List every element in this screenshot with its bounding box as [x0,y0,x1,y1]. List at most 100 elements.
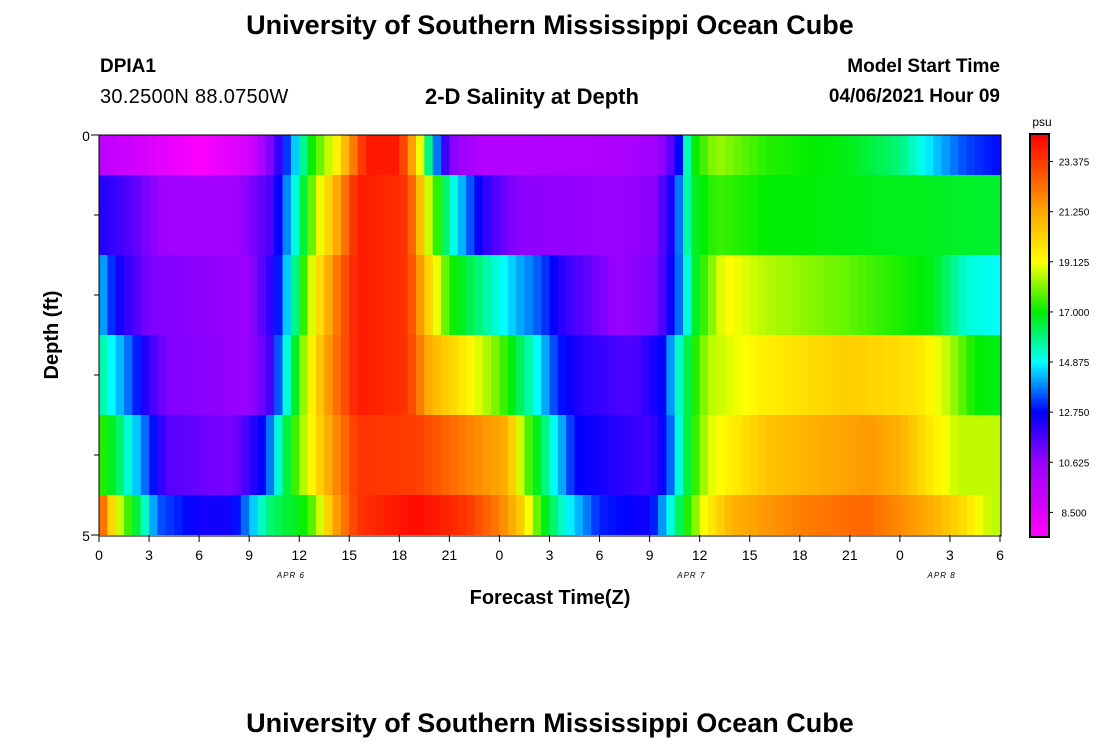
colorbar-cell [1030,322,1049,327]
heat-cell [207,495,217,535]
heat-cell [424,135,434,175]
heat-cell [783,135,793,175]
colorbar-cell [1030,525,1049,530]
heat-cell [374,255,384,335]
heat-cell [524,135,534,175]
heat-cell [958,415,968,495]
heat-cell [649,135,659,175]
heat-cell [674,135,684,175]
heat-cell [557,495,567,535]
heat-cell [799,415,809,495]
heat-cell [808,495,818,535]
heat-cell [749,335,759,415]
heat-cell [349,415,359,495]
colorbar-cell [1030,475,1049,479]
heat-cell [741,135,751,175]
heat-cell [966,335,976,415]
heat-cell [799,255,809,335]
heat-cell [382,335,392,415]
heat-cell [532,255,542,335]
colorbar-cell [1030,353,1049,357]
heat-cell [783,255,793,335]
colorbar-cell [1030,220,1049,224]
colorbar-cell [1030,505,1049,510]
heat-cell [591,335,601,415]
heat-cell [541,415,551,495]
heat-cell [374,175,384,255]
heat-cell [390,495,400,535]
heat-cell [708,175,717,255]
heat-cell [107,335,117,415]
heat-cell [407,255,417,335]
heat-cell [549,175,559,255]
colorbar-cell [1030,428,1049,432]
colorbar-cell [1030,315,1049,319]
heat-cell [682,255,692,335]
heat-cell [541,335,551,415]
model-start-value: 04/06/2021 Hour 09 [828,86,1000,107]
heat-cell [532,135,542,175]
heat-cell [657,335,667,415]
colorbar-cell [1030,515,1049,520]
x-tick-label: 6 [596,547,604,563]
colorbar-cell [1030,170,1049,174]
colorbar-cell [1030,350,1049,354]
heat-cell [607,255,617,335]
heat-cell [240,135,250,175]
colorbar-cell [1030,363,1049,367]
heat-cell [816,335,826,415]
colorbar-cell [1030,518,1049,522]
heat-cell [883,135,893,175]
heat-cell [149,335,158,415]
heat-cell [332,335,342,415]
heat-cell [532,415,542,495]
heat-cell [249,175,259,255]
heat-cell [99,135,108,175]
heat-cell [299,335,309,415]
colorbar-cell [1030,332,1049,337]
heat-cell [983,335,993,415]
colorbar-cell [1030,297,1049,302]
heat-cell [99,415,108,495]
colorbar-cell [1030,385,1049,389]
colorbar-cell [1030,445,1049,449]
heat-cell [382,415,392,495]
heat-cell [607,135,617,175]
heat-cell [991,135,1001,175]
heat-cell [399,135,409,175]
heat-cell [224,495,234,535]
colorbar-cell [1030,433,1049,437]
heat-cell [107,495,117,535]
y-axis-label: Depth (ft) [41,291,63,380]
heat-cell [115,335,125,415]
colorbar-cell [1030,300,1049,304]
heat-cell [182,415,192,495]
colorbar-cell [1030,232,1049,236]
heat-cell [165,255,175,335]
heat-cell [582,335,592,415]
heat-cell [582,175,592,255]
heat-cell [607,175,617,255]
heat-cell [799,335,809,415]
heat-cell [582,415,592,495]
heat-cell [833,495,843,535]
heat-cell [240,415,250,495]
heat-cell [324,415,334,495]
heat-cell [632,495,642,535]
heat-cell [758,335,767,415]
heat-cell [265,335,275,415]
page-title: University of Southern Mississippi Ocean… [246,10,854,40]
heat-cell [599,135,609,175]
heat-cell [774,495,784,535]
colorbar-cell [1030,468,1049,472]
heat-cell [357,415,367,495]
heat-cell [332,135,342,175]
colorbar-cell [1030,135,1049,139]
colorbar-cell [1030,202,1049,206]
heat-cell [165,175,175,255]
colorbar-cell [1030,330,1049,334]
heat-cell [507,135,517,175]
x-axis: 0 3 6 9 12 15 18 21 0 3 6 9 12 15 18 21 0 3 6 APR 6 APR 7 APR… [95,535,1004,580]
heat-cell [132,415,142,495]
heat-cell [182,335,192,415]
